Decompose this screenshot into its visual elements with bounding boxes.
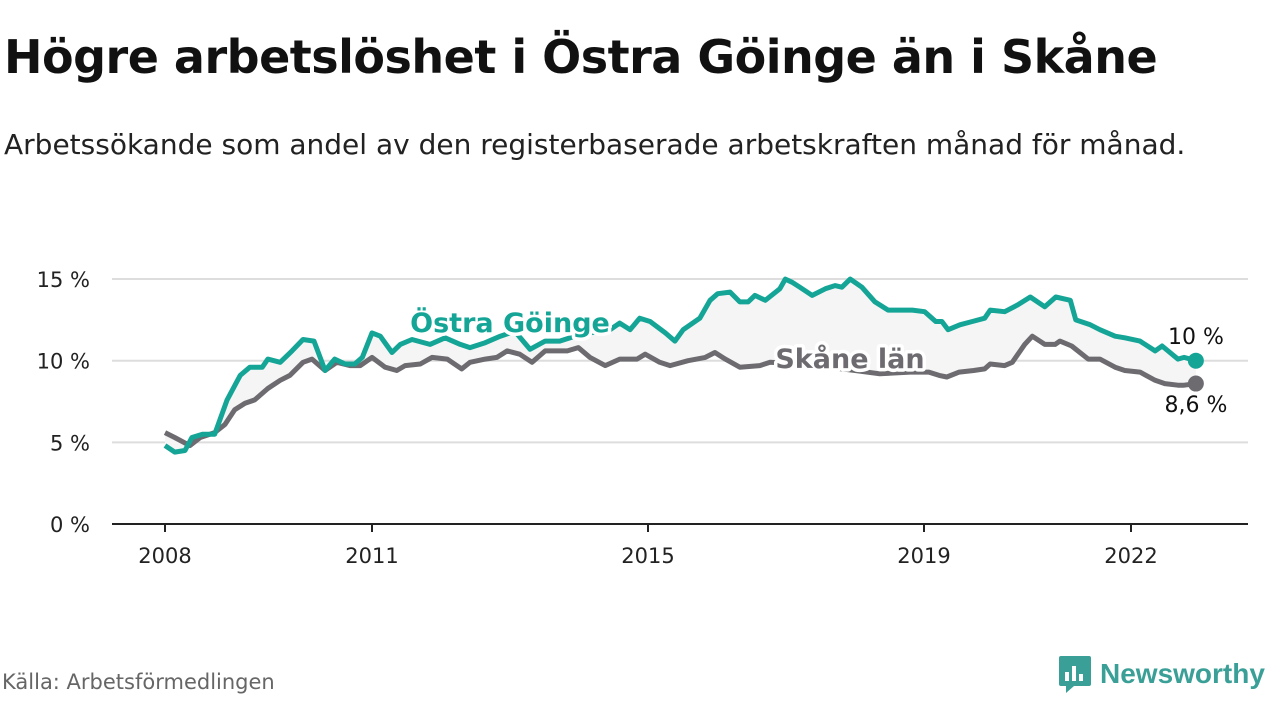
x-tick-label: 2008 [138,544,191,568]
x-tick-label: 2022 [1104,544,1157,568]
y-tick-label: 0 % [50,513,90,537]
x-tick-label: 2019 [897,544,950,568]
end-label-goinge: 10 % [1168,325,1224,350]
newsworthy-logo[interactable]: Newsworthy [1058,654,1265,694]
chart-title: Högre arbetslöshet i Östra Göinge än i S… [4,30,1158,84]
series-label-goinge: Östra Göinge [410,306,610,339]
skane-end-marker [1187,375,1204,392]
goinge-end-marker [1187,352,1204,369]
y-tick-label: 5 % [50,431,90,455]
series-label-skane: Skåne län [775,343,924,375]
y-tick-label: 10 % [37,350,90,374]
skane-line [163,333,1197,449]
end-label-skane: 8,6 % [1165,393,1228,418]
x-tick-label: 2015 [621,544,674,568]
brand-name: Newsworthy [1100,658,1265,689]
source-note: Källa: Arbetsförmedlingen [2,670,275,694]
goinge-line [163,276,1197,455]
newsworthy-logo-icon [1059,656,1091,693]
x-tick-label: 2011 [345,544,398,568]
chart-subtitle: Arbetssökande som andel av den registerb… [4,128,1186,161]
y-tick-label: 15 % [37,268,90,292]
